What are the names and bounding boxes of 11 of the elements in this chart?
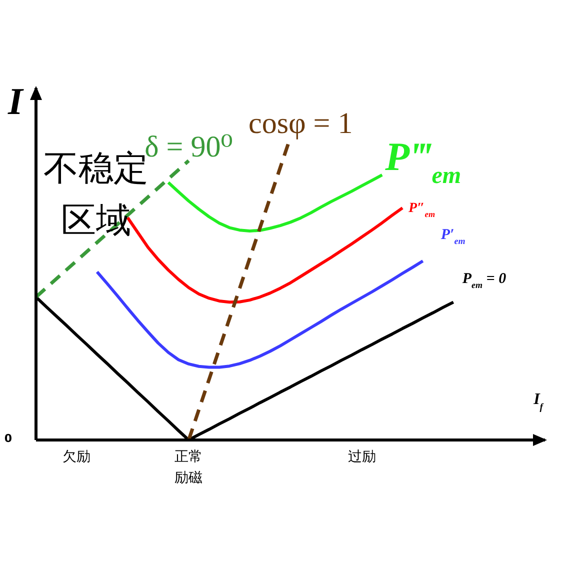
x-tick-label: 欠励: [62, 449, 91, 465]
series-label: P″$_{em}$: [408, 200, 436, 218]
x-axis-title: I$_{f}$: [532, 391, 544, 412]
text: 0: [4, 432, 12, 445]
series-label: P‴$_{em}$: [384, 134, 462, 189]
x-tick-label: 过励: [348, 449, 376, 465]
y-axis-title: I: [7, 81, 24, 123]
series-label: P$_{em}$ = 0: [462, 271, 507, 290]
series-label: cosφ = 1: [248, 107, 353, 140]
x-tick-label: 正常励磁: [174, 449, 203, 486]
series-label: P′$_{em}$: [440, 226, 466, 246]
